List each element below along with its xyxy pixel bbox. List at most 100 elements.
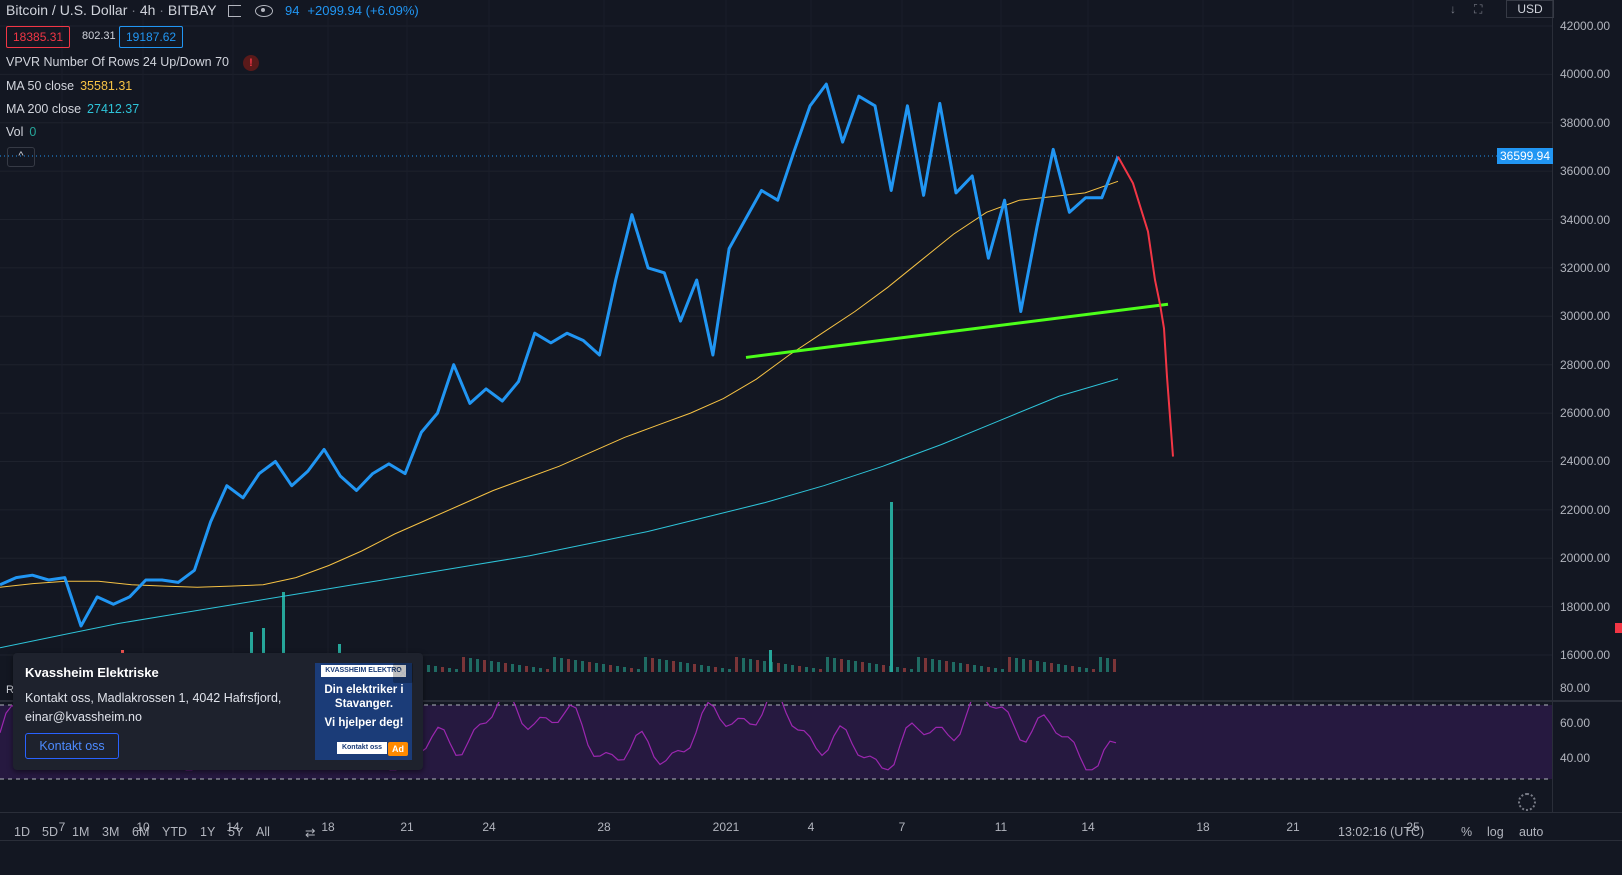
symbol-header: Bitcoin / U.S. Dollar · 4h · BITBAY 94 +… (6, 2, 419, 18)
time-tick-label: 11 (994, 820, 1008, 834)
vol-value: 0 (29, 125, 37, 139)
vpvr-label: VPVR Number Of Rows 24 Up/Down 70 (6, 55, 230, 69)
volume-bar (469, 658, 472, 672)
rsi-tick-label: 80.00 (1560, 681, 1591, 695)
volume-bar (490, 661, 493, 672)
volume-bar (651, 658, 654, 672)
percent-toggle[interactable]: % (1461, 825, 1473, 839)
ad-banner[interactable]: Kvassheim Elektriske Kontakt oss, Madlak… (13, 653, 423, 770)
volume-bar (903, 668, 906, 672)
volume-bar (637, 669, 640, 672)
time-tick-label: 4 (807, 820, 815, 834)
price-tick-label: 30000.00 (1560, 309, 1611, 324)
date-range-icon[interactable]: ⇄ (305, 826, 316, 840)
volume-bar (756, 660, 759, 672)
volume-bar (798, 666, 801, 672)
exchange-label: BITBAY (167, 2, 217, 18)
ad-image-headline: Din elektriker i Stavanger. (324, 684, 404, 710)
time-tick-label: 24 (482, 820, 496, 834)
flag-icon[interactable] (228, 5, 242, 18)
trendline[interactable] (745, 302, 1169, 359)
fullscreen-icon[interactable]: ⛶ (1474, 2, 1483, 16)
volume-bar (574, 660, 577, 672)
price-tick-label: 26000.00 (1560, 406, 1611, 421)
volume-bar (777, 663, 780, 672)
ad-image-button[interactable]: Kontakt oss (337, 742, 387, 754)
ma50-value: 35581.31 (80, 79, 133, 93)
pane-separator[interactable] (0, 700, 1622, 702)
volume-bar (854, 661, 857, 672)
volume-bar (546, 669, 549, 672)
timeframe-1d[interactable]: 1D (14, 825, 30, 839)
timeframe-5d[interactable]: 5D (42, 825, 58, 839)
volume-bar (784, 664, 787, 672)
volume-bar (735, 657, 738, 672)
volume-bar (987, 667, 990, 672)
ad-text: Kontakt oss, Madlakrossen 1, 4042 Hafrsf… (25, 691, 282, 724)
timeframe-1y[interactable]: 1Y (200, 825, 216, 839)
volume-bar (742, 658, 745, 672)
timeframe-all[interactable]: All (256, 825, 270, 839)
ma200-label: MA 200 close (6, 102, 82, 116)
volume-bar (539, 668, 542, 672)
volume-bar (448, 668, 451, 672)
sell-price-box[interactable]: 18385.31 (6, 26, 71, 48)
ma200-line (0, 378, 1119, 649)
ma200-legend[interactable]: MA 200 close 27412.37 (6, 102, 139, 116)
auto-toggle[interactable]: auto (1519, 825, 1544, 839)
time-tick-label: 14 (226, 820, 240, 834)
symbol-name[interactable]: Bitcoin / U.S. Dollar (6, 2, 128, 18)
volume-bar (749, 659, 752, 672)
clock-label[interactable]: 13:02:16 (UTC) (1338, 825, 1425, 839)
timeframe-1m[interactable]: 1M (72, 825, 90, 839)
main-chart-pane[interactable] (0, 0, 1552, 700)
volume-bar (518, 665, 521, 672)
ad-contact-button[interactable]: Kontakt oss (25, 733, 119, 759)
price-marker (1615, 623, 1622, 633)
price-grid (0, 25, 1552, 656)
price-line[interactable] (0, 82, 1120, 628)
close-icon[interactable]: × (393, 663, 413, 683)
volume-bar (560, 658, 563, 672)
timeframe-ytd[interactable]: YTD (162, 825, 187, 839)
volume-bar (1036, 661, 1039, 672)
ma50-label: MA 50 close (6, 79, 75, 93)
log-toggle[interactable]: log (1487, 825, 1504, 839)
bottom-border (0, 840, 1622, 841)
vpvr-legend[interactable]: VPVR Number Of Rows 24 Up/Down 70! (6, 55, 260, 71)
volume-bar (616, 666, 619, 672)
volume-bar (250, 632, 253, 672)
volume-bar (441, 667, 444, 672)
volume-bar (623, 667, 626, 672)
buy-price-box[interactable]: 19187.62 (119, 26, 184, 48)
ma50-legend[interactable]: MA 50 close 35581.31 (6, 79, 132, 93)
price-tick-label: 28000.00 (1560, 357, 1611, 372)
currency-label[interactable]: USD (1506, 0, 1554, 18)
volume-bar (476, 659, 479, 672)
change-label: +2099.94 (+6.09%) (307, 3, 419, 18)
volume-bar (882, 665, 885, 672)
eye-icon[interactable] (255, 5, 274, 18)
timeframe-3m[interactable]: 3M (102, 825, 120, 839)
volume-bar (427, 665, 430, 672)
collapse-legend-button[interactable]: ^ (7, 147, 35, 167)
volume-bar (896, 667, 899, 672)
time-axis-border (0, 812, 1622, 813)
volume-bar (658, 659, 661, 672)
volume-bar (679, 662, 682, 672)
warning-icon[interactable]: ! (243, 55, 260, 71)
rsi-label: R (6, 684, 14, 696)
time-tick-label: 14 (1081, 820, 1095, 834)
projection-line[interactable] (1117, 156, 1174, 457)
scroll-down-icon[interactable]: ↓ (1450, 2, 1456, 16)
interval-label[interactable]: 4h (139, 2, 156, 18)
volume-bar (1001, 669, 1004, 672)
ad-image[interactable]: KVASSHEIM ELEKTRO Din elektriker i Stava… (315, 663, 412, 760)
volume-bar (1071, 666, 1074, 672)
gear-icon[interactable] (1518, 793, 1536, 811)
price-tick-label: 16000.00 (1560, 648, 1611, 662)
volume-bar (686, 663, 689, 672)
timeframe-6m[interactable]: 6M (132, 825, 150, 839)
timeframe-5y[interactable]: 5Y (228, 825, 244, 839)
vol-legend[interactable]: Vol 0 (6, 125, 36, 139)
